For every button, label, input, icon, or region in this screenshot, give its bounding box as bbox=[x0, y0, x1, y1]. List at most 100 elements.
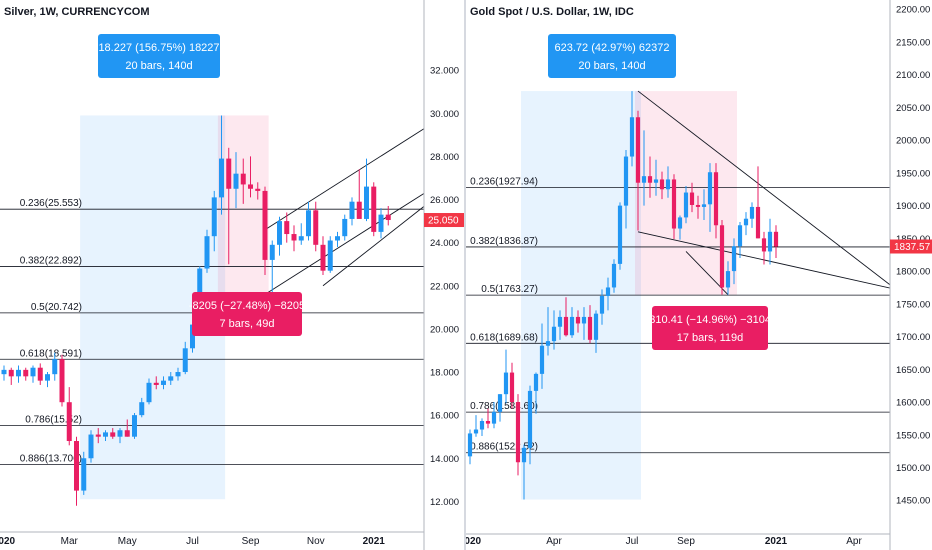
candle[interactable] bbox=[233, 152, 239, 209]
candle[interactable] bbox=[521, 444, 527, 500]
candle[interactable] bbox=[695, 195, 701, 219]
candle[interactable] bbox=[527, 385, 533, 465]
candle[interactable] bbox=[161, 376, 166, 390]
candle[interactable] bbox=[327, 236, 333, 273]
candle[interactable] bbox=[557, 310, 563, 340]
candle[interactable] bbox=[356, 169, 362, 219]
candle[interactable] bbox=[671, 174, 677, 240]
candle[interactable] bbox=[219, 115, 224, 215]
candle[interactable] bbox=[45, 372, 50, 388]
candle[interactable] bbox=[16, 365, 21, 383]
candle[interactable] bbox=[37, 363, 43, 385]
candle[interactable] bbox=[291, 225, 297, 252]
candle[interactable] bbox=[485, 408, 491, 429]
candle[interactable] bbox=[623, 149, 629, 229]
candle[interactable] bbox=[175, 367, 181, 381]
candle[interactable] bbox=[23, 367, 29, 381]
candle[interactable] bbox=[255, 182, 261, 200]
candle[interactable] bbox=[635, 110, 641, 231]
candle[interactable] bbox=[545, 307, 551, 356]
candle[interactable] bbox=[342, 214, 348, 241]
candle[interactable] bbox=[168, 372, 174, 385]
gold-chart-panel[interactable]: 0.236(1927.94) 0.382(1836.87) 0.5(1763.27)… bbox=[466, 0, 932, 550]
candle[interactable] bbox=[211, 190, 217, 252]
candle[interactable] bbox=[204, 229, 210, 273]
candle[interactable] bbox=[761, 231, 767, 265]
candle[interactable] bbox=[95, 428, 101, 444]
candle[interactable] bbox=[587, 305, 593, 344]
candle[interactable] bbox=[713, 163, 719, 239]
candle[interactable] bbox=[641, 130, 647, 206]
candle[interactable] bbox=[731, 238, 737, 285]
candle[interactable] bbox=[349, 197, 355, 226]
candle[interactable] bbox=[737, 221, 743, 258]
candle[interactable] bbox=[88, 430, 94, 463]
candle[interactable] bbox=[689, 182, 695, 213]
candle[interactable] bbox=[629, 91, 635, 167]
candle[interactable] bbox=[563, 297, 569, 337]
candle[interactable] bbox=[533, 372, 539, 414]
candle[interactable] bbox=[725, 261, 731, 295]
candle[interactable] bbox=[497, 394, 503, 422]
candle[interactable] bbox=[767, 218, 773, 265]
candle[interactable] bbox=[124, 419, 130, 437]
gold-chart[interactable]: 0.236(1927.94) 0.382(1836.87) 0.5(1763.27)… bbox=[466, 0, 932, 550]
candle[interactable] bbox=[284, 212, 290, 243]
trendline[interactable] bbox=[264, 128, 425, 231]
candle[interactable] bbox=[773, 225, 779, 258]
candle[interactable] bbox=[719, 220, 725, 295]
candle[interactable] bbox=[599, 289, 605, 325]
candle[interactable] bbox=[575, 310, 581, 333]
candle[interactable] bbox=[743, 212, 749, 236]
candle[interactable] bbox=[749, 202, 755, 228]
candle[interactable] bbox=[659, 171, 665, 200]
candle[interactable] bbox=[581, 307, 587, 340]
candle[interactable] bbox=[683, 185, 689, 224]
candle[interactable] bbox=[74, 436, 79, 506]
candle[interactable] bbox=[539, 323, 545, 389]
candle[interactable] bbox=[371, 182, 377, 237]
candle[interactable] bbox=[110, 428, 116, 439]
candle[interactable] bbox=[306, 201, 311, 241]
candle[interactable] bbox=[677, 215, 683, 240]
candle[interactable] bbox=[707, 163, 713, 232]
candle[interactable] bbox=[132, 412, 137, 439]
silver-chart[interactable]: 0.236(25.553) 0.382(22.892) 0.5(20.742) 0.6… bbox=[0, 0, 466, 550]
candle[interactable] bbox=[515, 394, 521, 476]
candle[interactable] bbox=[240, 158, 246, 204]
candle[interactable] bbox=[103, 430, 108, 442]
candle[interactable] bbox=[364, 158, 369, 222]
candle[interactable] bbox=[479, 418, 485, 437]
candle[interactable] bbox=[665, 166, 671, 198]
candle[interactable] bbox=[139, 397, 145, 418]
trendline[interactable] bbox=[322, 205, 425, 287]
candle[interactable] bbox=[653, 159, 659, 196]
candle[interactable] bbox=[593, 310, 599, 353]
candle[interactable] bbox=[182, 341, 188, 375]
candle[interactable] bbox=[617, 202, 623, 270]
candle[interactable] bbox=[491, 402, 497, 429]
candle[interactable] bbox=[117, 428, 123, 444]
candle[interactable] bbox=[8, 367, 14, 385]
candle[interactable] bbox=[509, 362, 515, 409]
candle[interactable] bbox=[1, 365, 7, 381]
trendline[interactable] bbox=[637, 231, 897, 290]
candle[interactable] bbox=[611, 259, 617, 293]
candle[interactable] bbox=[473, 415, 479, 437]
candle[interactable] bbox=[153, 376, 159, 390]
candle[interactable] bbox=[378, 208, 384, 239]
candle[interactable] bbox=[298, 223, 304, 245]
candle[interactable] bbox=[226, 147, 232, 265]
candle[interactable] bbox=[269, 240, 275, 293]
price-axis[interactable] bbox=[424, 0, 466, 550]
candle[interactable] bbox=[755, 166, 761, 239]
candle[interactable] bbox=[647, 156, 653, 198]
candle[interactable] bbox=[66, 387, 72, 446]
candle[interactable] bbox=[467, 429, 473, 465]
candle[interactable] bbox=[59, 354, 65, 407]
candle[interactable] bbox=[52, 352, 58, 381]
candle[interactable] bbox=[335, 231, 340, 247]
candle[interactable] bbox=[30, 365, 36, 383]
candle[interactable] bbox=[701, 189, 707, 221]
candle[interactable] bbox=[569, 307, 575, 338]
